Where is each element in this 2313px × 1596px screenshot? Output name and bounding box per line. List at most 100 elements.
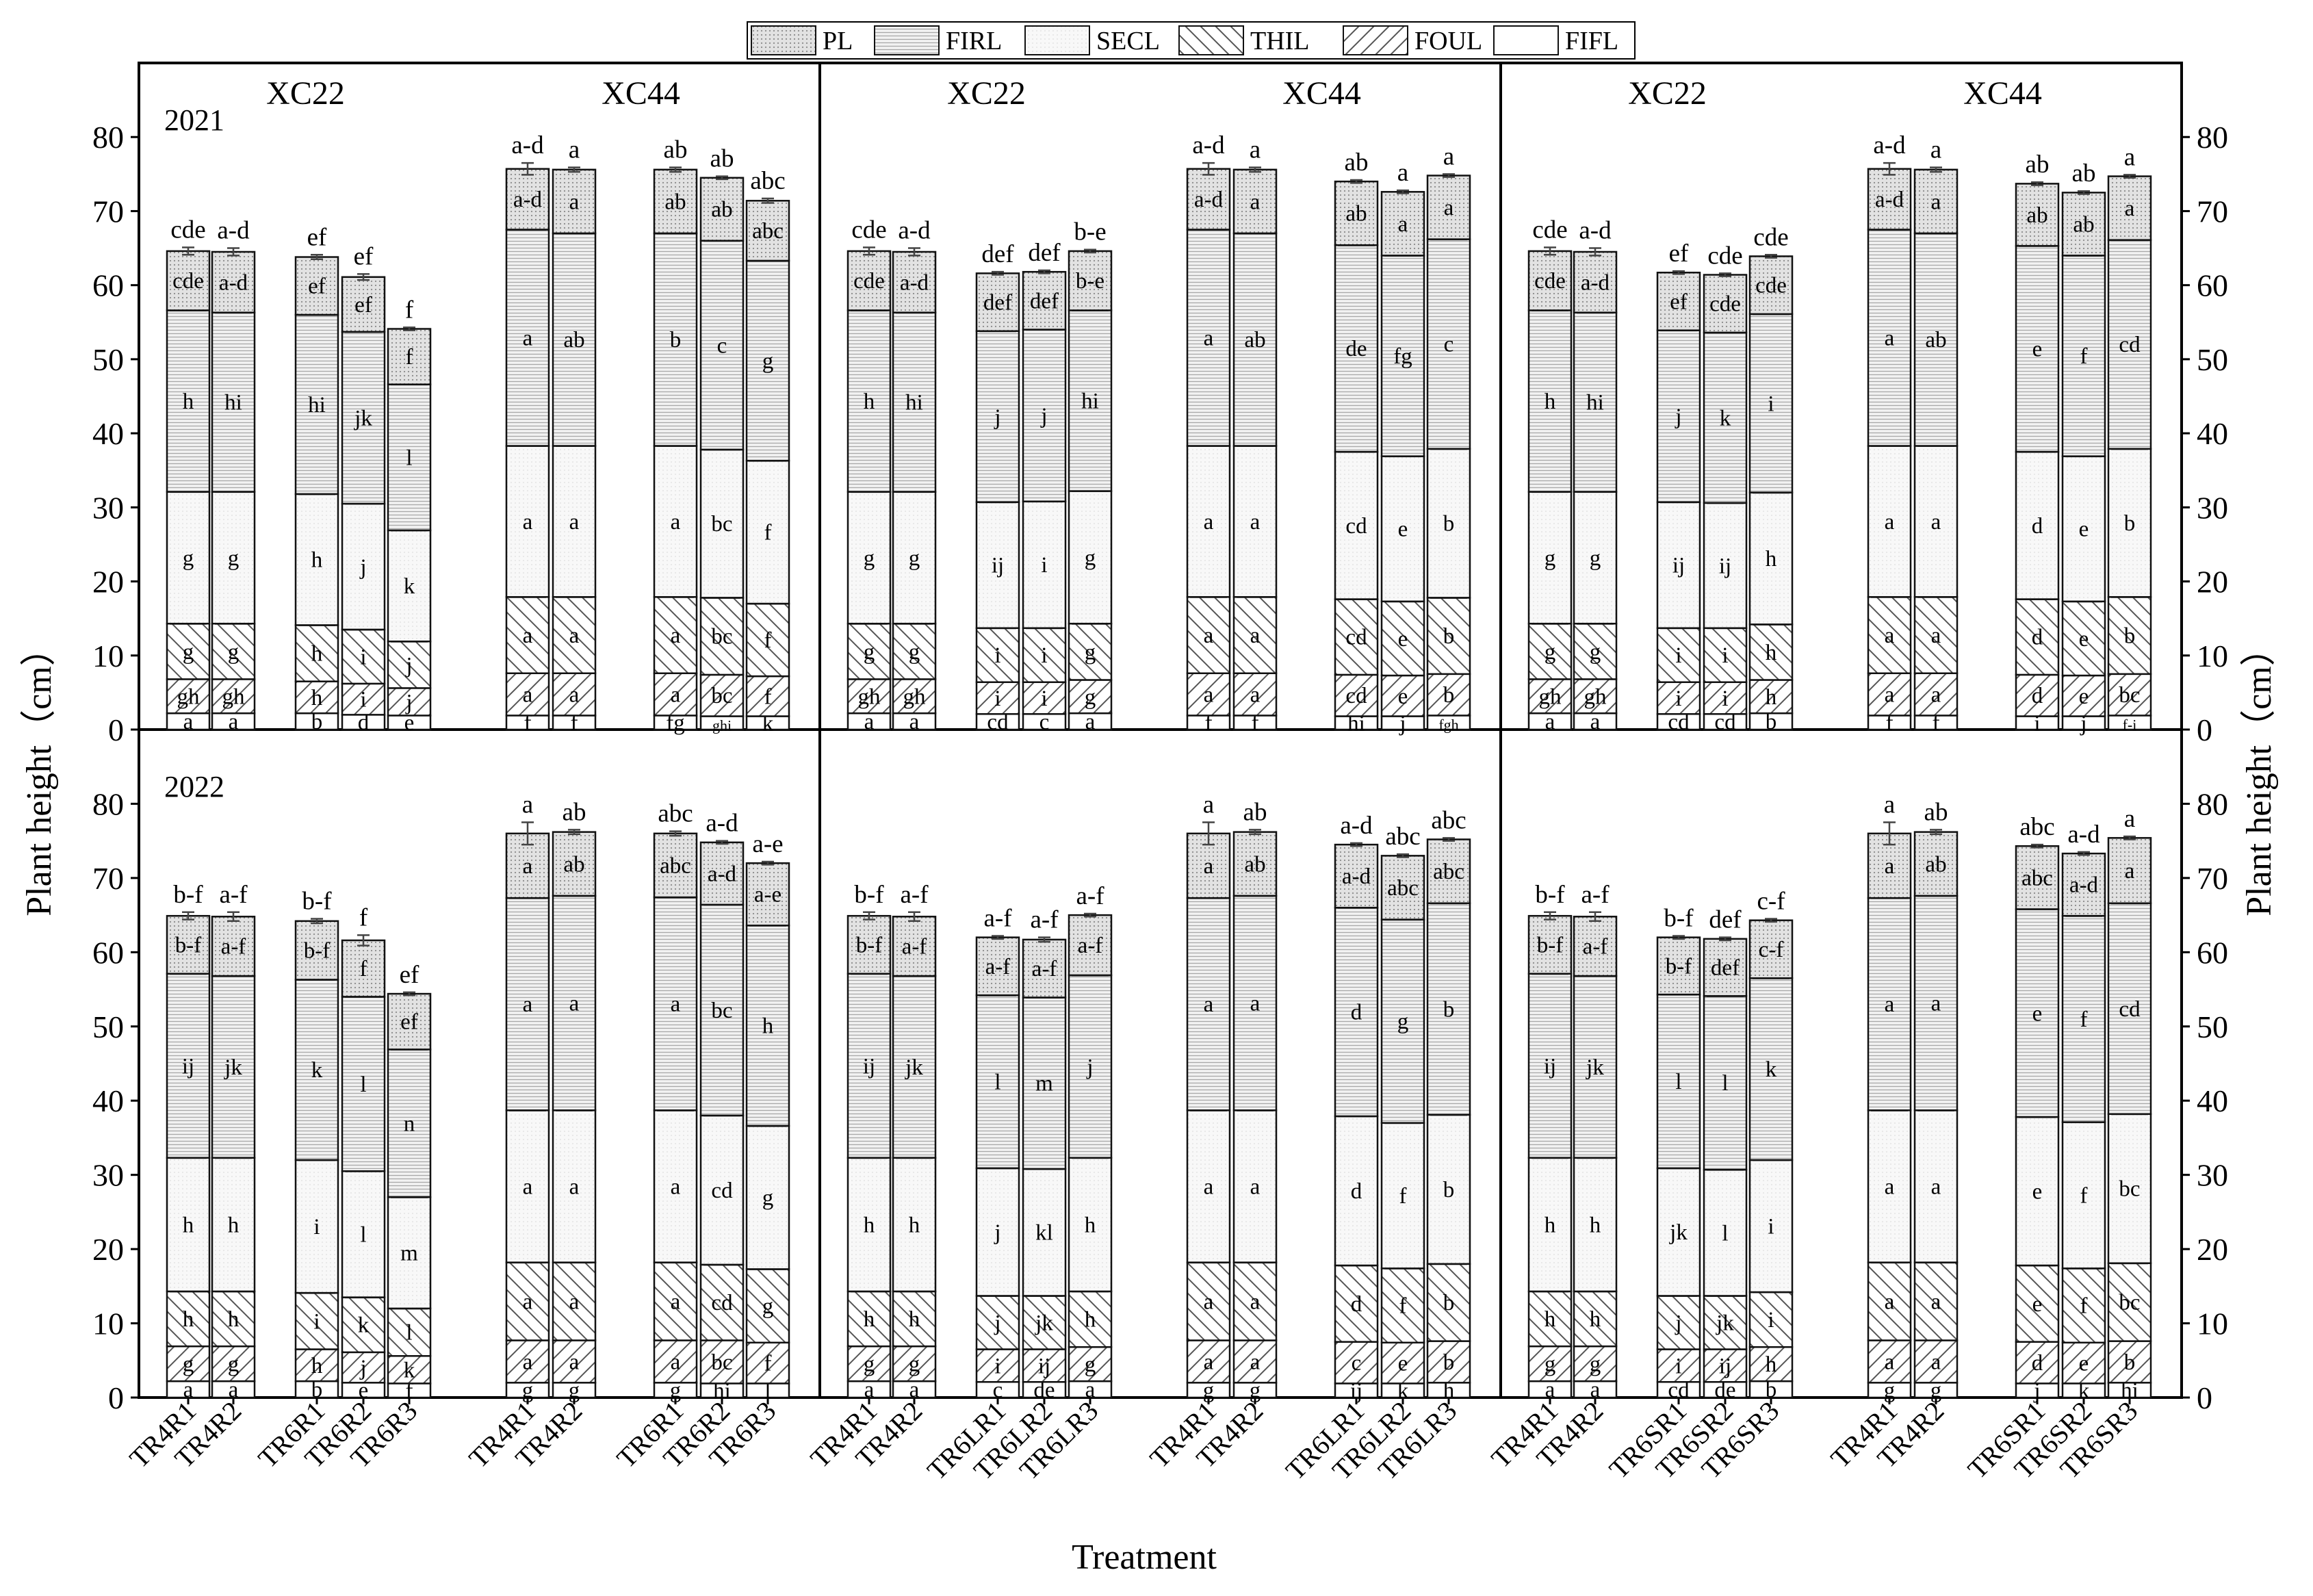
bar-segment-pl <box>1573 250 1618 313</box>
bar-segment-thil <box>387 1307 432 1357</box>
significance-letter: b-e <box>1076 269 1104 294</box>
significance-letter: e <box>2079 517 2089 542</box>
legend-swatch <box>1178 25 1244 55</box>
bar-segment-thil <box>2015 1264 2060 1343</box>
bar-segment-foul <box>341 1351 386 1384</box>
significance-letter: d <box>2032 1351 2043 1376</box>
bar-segment-pl <box>745 862 790 927</box>
bar-segment-thil <box>1334 1264 1379 1343</box>
significance-letter: a <box>569 623 580 648</box>
bar-segment-thil <box>699 597 745 676</box>
bar-segment-secl <box>1656 1167 1701 1297</box>
significance-letter: g <box>864 546 875 571</box>
total-significance-letter: a-f <box>1076 882 1104 910</box>
significance-letter: ab <box>664 190 686 214</box>
significance-letter: a-d <box>1581 270 1610 295</box>
bar-segment-thil <box>847 1290 892 1348</box>
significance-letter: j <box>1399 711 1406 736</box>
significance-letter: k <box>1720 406 1731 430</box>
bar-segment-secl <box>341 502 386 631</box>
bar-segment-firl <box>387 383 432 532</box>
significance-letter: bc <box>711 684 732 708</box>
significance-letter: f <box>764 521 772 545</box>
significance-letter: n <box>404 1111 415 1136</box>
significance-letter: e <box>1398 1352 1408 1376</box>
significance-letter: cd <box>1345 514 1367 539</box>
significance-letter: a <box>1204 326 1214 351</box>
significance-letter: a <box>1250 623 1261 648</box>
bar-segment-foul <box>387 1355 432 1385</box>
significance-letter: a <box>1931 623 1941 648</box>
significance-letter: ab <box>1244 328 1265 352</box>
significance-letter: g <box>909 546 920 571</box>
y-tick-label-right: 20 <box>2197 565 2228 600</box>
significance-letter: hi <box>1081 389 1099 413</box>
total-significance-letter: a-f <box>1030 906 1059 934</box>
significance-letter: a <box>523 623 533 648</box>
significance-letter: g <box>1884 1378 1896 1403</box>
significance-letter: a <box>1931 1174 1941 1199</box>
bar-segment-firl <box>1913 894 1959 1111</box>
significance-letter: def <box>1711 956 1740 981</box>
significance-letter: d <box>358 710 370 735</box>
bar-segment-pl <box>294 256 339 316</box>
legend-item-foul: FOUL <box>1343 25 1482 55</box>
bar-segment-firl <box>2061 255 2106 457</box>
bar-segment-thil <box>552 596 597 675</box>
total-significance-letter: ab <box>1345 149 1369 177</box>
significance-letter: c <box>717 333 727 358</box>
bar-segment-thil <box>505 1261 550 1341</box>
bar-segment-firl <box>653 896 698 1111</box>
bar-segment-secl <box>1656 501 1701 629</box>
significance-letter: g <box>1085 685 1096 710</box>
significance-letter: l <box>360 1072 366 1097</box>
bar-segment-thil <box>975 1295 1020 1350</box>
significance-letter: g <box>183 640 194 665</box>
significance-letter: a-e <box>754 883 781 908</box>
significance-letter: gh <box>222 684 246 709</box>
significance-letter: k <box>404 1358 415 1382</box>
significance-letter: def <box>1030 289 1059 313</box>
significance-letter: cd <box>2119 333 2141 357</box>
significance-letter: a <box>1931 510 1941 535</box>
significance-letter: cde <box>853 269 885 294</box>
total-significance-letter: b-f <box>1535 881 1565 909</box>
significance-letter: a <box>569 1174 580 1199</box>
significance-letter: abc <box>1433 860 1464 884</box>
significance-letter: a <box>1444 196 1454 220</box>
bar-segment-pl <box>1573 916 1618 977</box>
bar-segment-pl <box>2061 192 2106 257</box>
significance-letter: a <box>671 1350 681 1374</box>
y-tick-label-right: 0 <box>2197 1380 2212 1415</box>
bar-segment-firl <box>1426 238 1471 450</box>
significance-letter: a <box>1885 1350 1895 1374</box>
bar-segment-foul <box>552 672 597 717</box>
significance-letter: abc <box>752 219 784 244</box>
bar-segment-foul <box>1748 1346 1794 1382</box>
significance-letter: a-d <box>1875 188 1904 212</box>
significance-letter: cd <box>2119 997 2141 1022</box>
significance-letter: g <box>183 1352 194 1377</box>
significance-letter: m <box>400 1241 418 1266</box>
bar-segment-secl <box>975 1167 1020 1297</box>
total-significance-letter: a <box>1443 142 1454 170</box>
significance-letter: g <box>670 1378 682 1403</box>
total-significance-letter: def <box>1709 906 1742 934</box>
significance-letter: bc <box>2119 1177 2140 1202</box>
significance-letter: i <box>1675 643 1681 668</box>
legend-swatch <box>1343 25 1408 55</box>
bar-segment-secl <box>745 459 790 605</box>
significance-letter: k <box>404 574 415 599</box>
bar-segment-secl <box>847 1157 892 1293</box>
significance-letter: cde <box>172 269 204 294</box>
legend-label: FIRL <box>946 27 1002 55</box>
